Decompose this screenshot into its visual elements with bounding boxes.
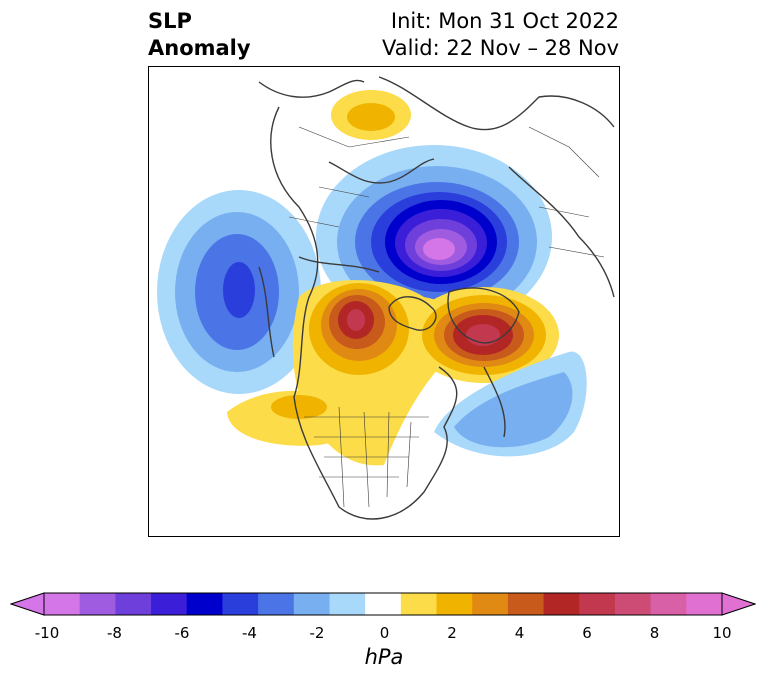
- colorbar-segment: [650, 593, 687, 615]
- colorbar-tick-label: 10: [712, 624, 732, 642]
- colorbar-unit-label: hPa: [364, 645, 404, 669]
- coastlines: [258, 76, 615, 520]
- colorbar-segment: [115, 593, 152, 615]
- colorbar-tick-label: 8: [649, 624, 660, 642]
- borders: [288, 126, 605, 508]
- forecast-dates: Init: Mon 31 Oct 2022 Valid: 22 Nov – 28…: [382, 8, 619, 62]
- colorbar-segment: [151, 593, 188, 615]
- colorbar-tick-label: -8: [107, 624, 122, 642]
- colorbar-tick-label: 6: [582, 624, 592, 642]
- colorbar-extend-min: [10, 592, 45, 616]
- colorbar-segment: [365, 593, 402, 615]
- colorbar-tick-label: 4: [514, 624, 525, 642]
- map-panel: [148, 66, 620, 537]
- colorbar-segment: [44, 593, 81, 615]
- map-title: SLP Anomaly: [148, 8, 251, 62]
- colorbar: [10, 592, 756, 616]
- colorbar-segment: [186, 593, 223, 615]
- title-line-1: SLP: [148, 9, 192, 33]
- anomaly-map: [157, 76, 615, 520]
- colorbar-segment: [543, 593, 580, 615]
- colorbar-segment: [686, 593, 723, 615]
- init-date: Init: Mon 31 Oct 2022: [390, 9, 619, 33]
- colorbar-segment: [293, 593, 330, 615]
- colorbar-segment: [614, 593, 652, 615]
- valid-range: Valid: 22 Nov – 28 Nov: [382, 36, 619, 60]
- colorbar-segment: [436, 593, 473, 615]
- colorbar-tick-label: 2: [447, 624, 457, 642]
- colorbar-outline: [43, 592, 723, 616]
- colorbar-segment: [400, 593, 438, 615]
- colorbar-tick-label: -6: [174, 624, 190, 642]
- colorbar-tick-label: -10: [34, 624, 60, 642]
- colorbar-segment: [329, 593, 366, 615]
- colorbar-tick-label: 0: [379, 624, 390, 642]
- negative-anomaly-atlantic: [434, 351, 587, 457]
- colorbar-tick-labels: -10 -8 -6 -4 -2 0 2 4 6 8 10: [0, 624, 768, 642]
- colorbar-segment: [507, 593, 545, 615]
- colorbar-segment: [222, 593, 259, 615]
- colorbar-segment: [472, 593, 509, 615]
- positive-anomaly-greenland: [409, 287, 559, 383]
- colorbar-segment: [79, 593, 116, 615]
- negative-anomaly-polar: [316, 145, 552, 329]
- colorbar-extend-max: [721, 592, 756, 616]
- positive-anomaly-europe: [331, 90, 411, 140]
- negative-anomaly-pacific: [157, 190, 321, 394]
- colorbar-segment: [258, 593, 295, 615]
- colorbar-segments: [10, 592, 756, 616]
- colorbar-tick-label: -4: [242, 624, 257, 642]
- colorbar-tick-label: -2: [309, 624, 325, 642]
- title-line-2: Anomaly: [148, 36, 251, 60]
- colorbar-segment: [579, 593, 616, 615]
